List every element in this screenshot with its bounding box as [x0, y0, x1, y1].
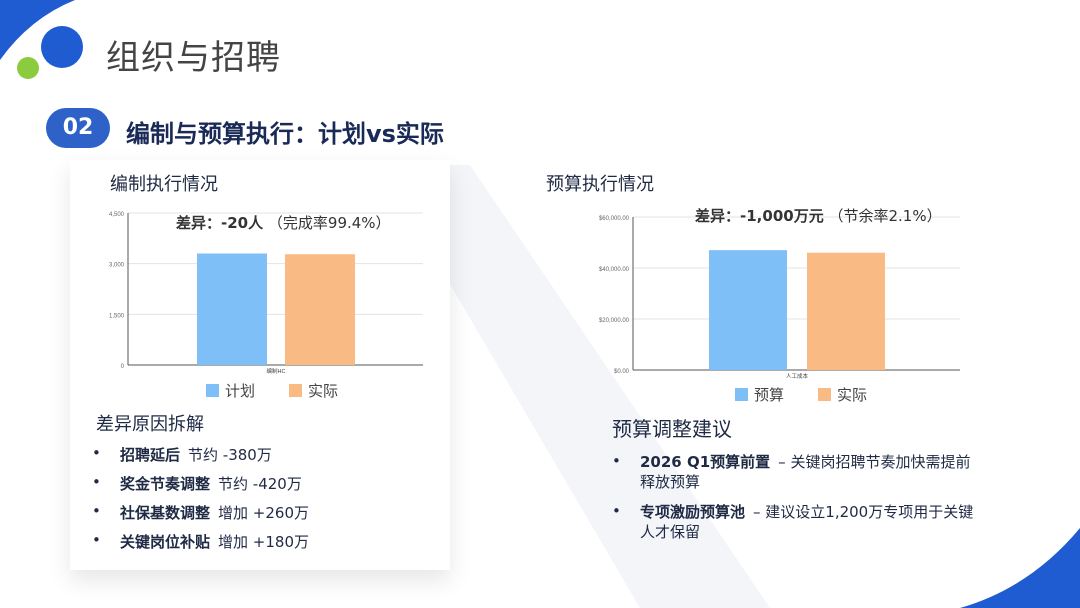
suggestion-name: 2026 Q1预算前置 [640, 453, 771, 471]
legend-label-actual: 实际 [837, 386, 868, 404]
legend-label-plan: 计划 [225, 382, 256, 400]
headcount-bar-actual [285, 254, 355, 365]
list-item: • 专项激励预算池 – 建议设立1,200万专项用于关键人才保留 [612, 502, 980, 542]
cause-detail: 节约 -380万 [188, 446, 272, 464]
suggestion-detail: – 建议设立1,200万专项用于关键人才保留 [640, 503, 974, 541]
cause-name: 社保基数调整 [120, 504, 211, 522]
y-tick-label: $20,000.00 [599, 318, 630, 324]
decor-corner-arc [0, 0, 75, 60]
decor-blue-circle [41, 26, 83, 68]
headcount-bar-chart: 0 1,500 3,000 4,500 编制HC [109, 212, 423, 375]
headcount-variance-note: 差异：-20人 （完成率99.4%） [176, 212, 391, 233]
headcount-chart-title: 编制执行情况 [110, 174, 218, 195]
budget-bar-plan [709, 250, 787, 370]
y-tick-label: $60,000.00 [599, 216, 630, 222]
legend-item-actual: 实际 [289, 380, 338, 401]
cause-detail: 节约 -420万 [218, 475, 302, 493]
suggestions-list: • 2026 Q1预算前置 – 关键岗招聘节奏加快需提前释放预算 • 专项激励预算池 –… [612, 452, 980, 552]
suggestion-detail: – 关键岗招聘节奏加快需提前释放预算 [640, 453, 971, 491]
suggestions-title: 预算调整建议 [612, 417, 732, 441]
y-tick-label: $0.00 [614, 369, 630, 375]
causes-title: 差异原因拆解 [96, 414, 204, 435]
budget-legend: 预算 实际 [735, 384, 893, 405]
list-item: • 社保基数调整 增加 +260万 [92, 502, 309, 523]
decor-green-circle [17, 57, 39, 79]
bullet: • [92, 444, 101, 462]
bullet: • [92, 502, 101, 520]
section-badge: 02 [46, 108, 110, 148]
budget-chart-title: 预算执行情况 [546, 174, 654, 195]
cause-name: 关键岗位补贴 [120, 533, 211, 551]
budget-bar-actual [807, 252, 885, 370]
list-item: • 2026 Q1预算前置 – 关键岗招聘节奏加快需提前释放预算 [612, 452, 980, 492]
legend-swatch-actual [289, 384, 303, 397]
suggestion-name: 专项激励预算池 [640, 503, 746, 521]
section-subtitle: 编制与预算执行：计划vs实际 [126, 120, 444, 148]
legend-item-actual: 实际 [818, 384, 867, 405]
cause-name: 招聘延后 [120, 446, 181, 464]
legend-swatch-plan [206, 384, 219, 397]
bullet: • [92, 531, 101, 549]
headcount-variance-value: -20人 [221, 214, 264, 232]
list-item: • 奖金节奏调整 节约 -420万 [92, 473, 309, 494]
y-tick-label: 4,500 [109, 212, 125, 218]
bullet: • [612, 452, 621, 470]
budget-variance-value: -1,000万元 [740, 207, 824, 225]
bullet: • [612, 502, 621, 520]
budget-bar-chart: $0.00 $20,000.00 $40,000.00 $60,000.00 人工成本 [599, 216, 960, 380]
page-title: 组织与招聘 [106, 38, 281, 78]
headcount-variance-detail: （完成率99.4%） [267, 214, 391, 232]
list-item: • 招聘延后 节约 -380万 [92, 444, 309, 465]
causes-list: • 招聘延后 节约 -380万 • 奖金节奏调整 节约 -420万 • 社保基数调整 增加 … [92, 444, 309, 560]
legend-swatch-budget [735, 388, 748, 401]
headcount-variance-label: 差异： [176, 214, 222, 232]
y-tick-label: 3,000 [109, 263, 125, 269]
y-tick-label: 1,500 [109, 313, 125, 319]
budget-variance-detail: （节余率2.1%） [828, 207, 942, 225]
cause-name: 奖金节奏调整 [120, 475, 211, 493]
x-tick-label: 人工成本 [786, 372, 809, 380]
cause-detail: 增加 +260万 [218, 504, 309, 522]
headcount-legend: 计划 实际 [206, 380, 364, 401]
budget-variance-note: 差异：-1,000万元 （节余率2.1%） [695, 205, 942, 226]
legend-label-actual: 实际 [308, 382, 339, 400]
bullet: • [92, 473, 101, 491]
decor-top-left [0, 0, 83, 79]
y-tick-label: 0 [121, 364, 125, 370]
decor-bottom-right [960, 528, 1080, 608]
x-tick-label: 编制HC [267, 367, 286, 375]
cause-detail: 增加 +180万 [218, 533, 309, 551]
y-tick-label: $40,000.00 [599, 267, 630, 273]
legend-swatch-actual [818, 388, 832, 401]
budget-variance-label: 差异： [695, 207, 741, 225]
legend-item-plan: 计划 [206, 380, 255, 401]
legend-item-budget: 预算 [735, 384, 784, 405]
legend-label-budget: 预算 [754, 386, 785, 404]
list-item: • 关键岗位补贴 增加 +180万 [92, 531, 309, 552]
headcount-bar-plan [197, 253, 267, 365]
